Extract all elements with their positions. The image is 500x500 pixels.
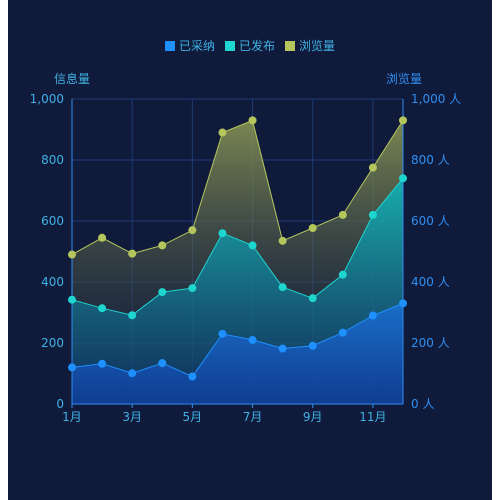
line-published <box>71 177 404 316</box>
y-left-tick-label: 200 <box>41 336 64 350</box>
point-adopted <box>188 372 197 381</box>
point-views <box>338 210 347 219</box>
point-published <box>128 311 137 320</box>
y-right-tick-label: 0 人 <box>411 397 434 411</box>
point-adopted <box>98 359 107 368</box>
y-left-tick-label: 0 <box>56 397 64 411</box>
point-published <box>98 304 107 313</box>
y-left-tick-label: 1,000 <box>30 92 64 106</box>
point-views <box>248 116 257 125</box>
point-published <box>188 284 197 293</box>
point-adopted <box>68 363 76 372</box>
point-views <box>368 163 377 172</box>
legend-item-published[interactable]: 已发布 <box>224 37 275 54</box>
point-published <box>338 270 347 279</box>
legend-swatch-published <box>224 40 235 51</box>
point-views <box>128 249 137 258</box>
y-right-tick-label: 400 人 <box>411 275 450 289</box>
point-adopted <box>248 335 257 344</box>
point-adopted <box>338 328 347 337</box>
point-published <box>218 229 227 238</box>
point-views <box>188 226 197 235</box>
area-adopted <box>72 303 403 404</box>
point-published <box>368 210 377 219</box>
point-views <box>98 233 107 242</box>
y-right-tick-label: 200 人 <box>411 336 450 350</box>
legend-item-views[interactable]: 浏览量 <box>285 37 335 54</box>
point-views <box>68 250 76 259</box>
line-adopted <box>71 302 404 378</box>
point-adopted <box>278 344 287 353</box>
left-axis-title: 信息量 <box>54 72 91 86</box>
legend-label-adopted: 已采纳 <box>178 39 215 53</box>
legend: 已采纳 已发布 浏览量 <box>0 37 500 54</box>
point-views <box>308 224 317 233</box>
y-left-tick-label: 800 <box>41 153 64 167</box>
point-adopted <box>128 369 137 378</box>
point-published <box>158 288 167 297</box>
x-tick-label: 3月 <box>122 410 142 424</box>
point-published <box>248 241 257 250</box>
point-adopted <box>368 311 377 320</box>
legend-item-adopted[interactable]: 已采纳 <box>164 37 215 54</box>
right-axis-title: 浏览量 <box>386 72 423 86</box>
point-adopted <box>218 329 227 338</box>
x-tick-label: 11月 <box>359 410 386 424</box>
x-tick-label: 5月 <box>183 410 203 424</box>
point-published <box>68 295 76 304</box>
y-right-tick-label: 1,000 人 <box>411 92 461 106</box>
legend-label-views: 浏览量 <box>299 39 336 53</box>
legend-label-published: 已发布 <box>238 39 275 53</box>
point-published <box>399 174 407 183</box>
y-left-tick-label: 400 <box>41 275 64 289</box>
point-adopted <box>308 341 317 350</box>
y-right-tick-label: 800 人 <box>411 153 450 167</box>
x-tick-label: 1月 <box>62 410 82 424</box>
point-views <box>218 128 227 137</box>
y-left-tick-label: 600 <box>41 214 64 228</box>
x-tick-label: 9月 <box>303 410 323 424</box>
legend-swatch-views <box>285 40 295 51</box>
y-right-tick-label: 600 人 <box>411 214 450 228</box>
point-published <box>308 294 317 303</box>
point-adopted <box>399 299 407 308</box>
point-views <box>278 236 287 245</box>
point-views <box>399 116 407 125</box>
point-views <box>158 241 167 250</box>
x-tick-label: 7月 <box>243 410 263 424</box>
point-adopted <box>158 359 167 368</box>
line-views <box>71 119 404 256</box>
point-published <box>278 283 287 292</box>
legend-swatch-adopted <box>164 40 175 51</box>
